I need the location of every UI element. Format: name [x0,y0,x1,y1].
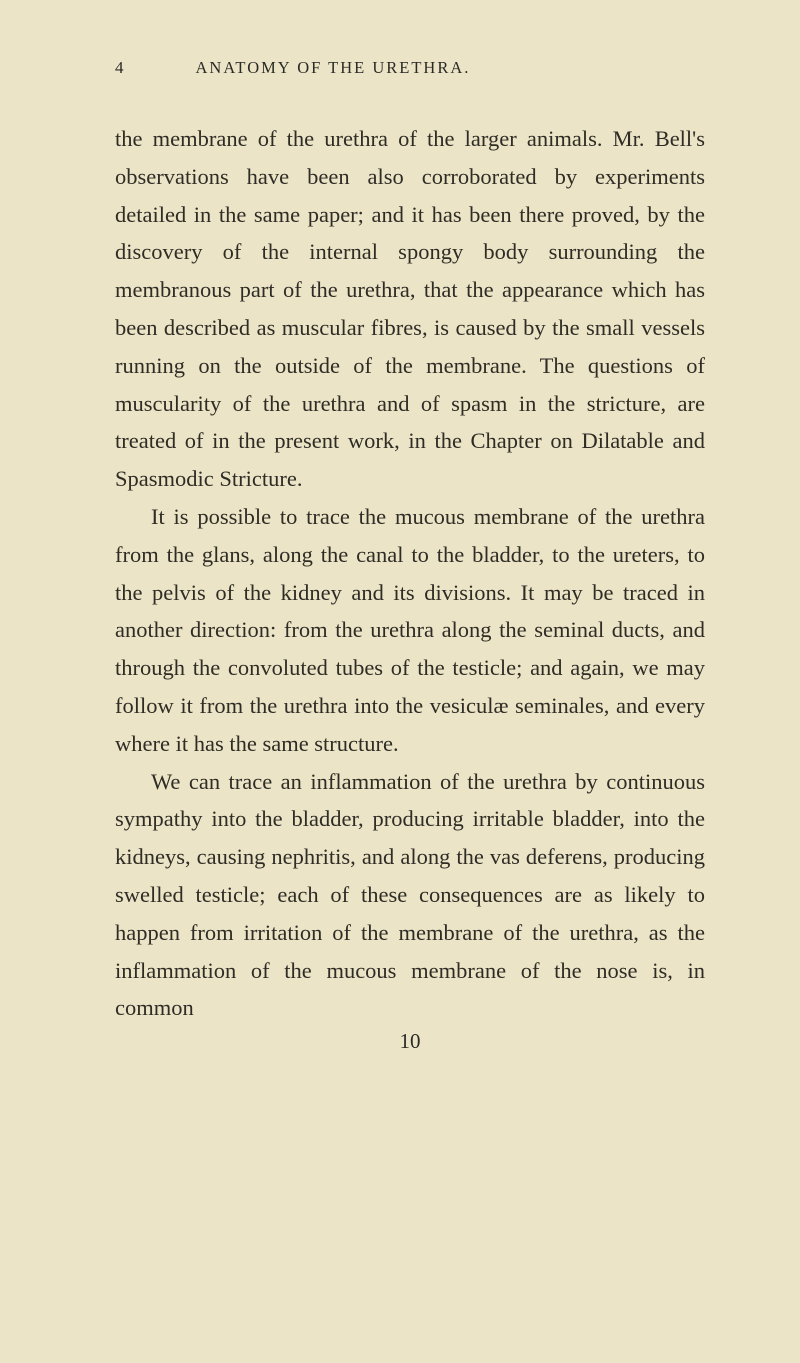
paragraph-1: the membrane of the urethra of the large… [115,120,705,498]
body-text: the membrane of the urethra of the large… [115,120,705,1027]
header-title: ANATOMY OF THE URETHRA. [196,58,471,78]
footer-number: 10 [115,1029,705,1054]
page-number: 4 [115,58,124,78]
paragraph-3: We can trace an inflammation of the uret… [115,763,705,1028]
paragraph-2: It is possible to trace the mucous membr… [115,498,705,763]
page-header: 4 ANATOMY OF THE URETHRA. [115,58,705,78]
